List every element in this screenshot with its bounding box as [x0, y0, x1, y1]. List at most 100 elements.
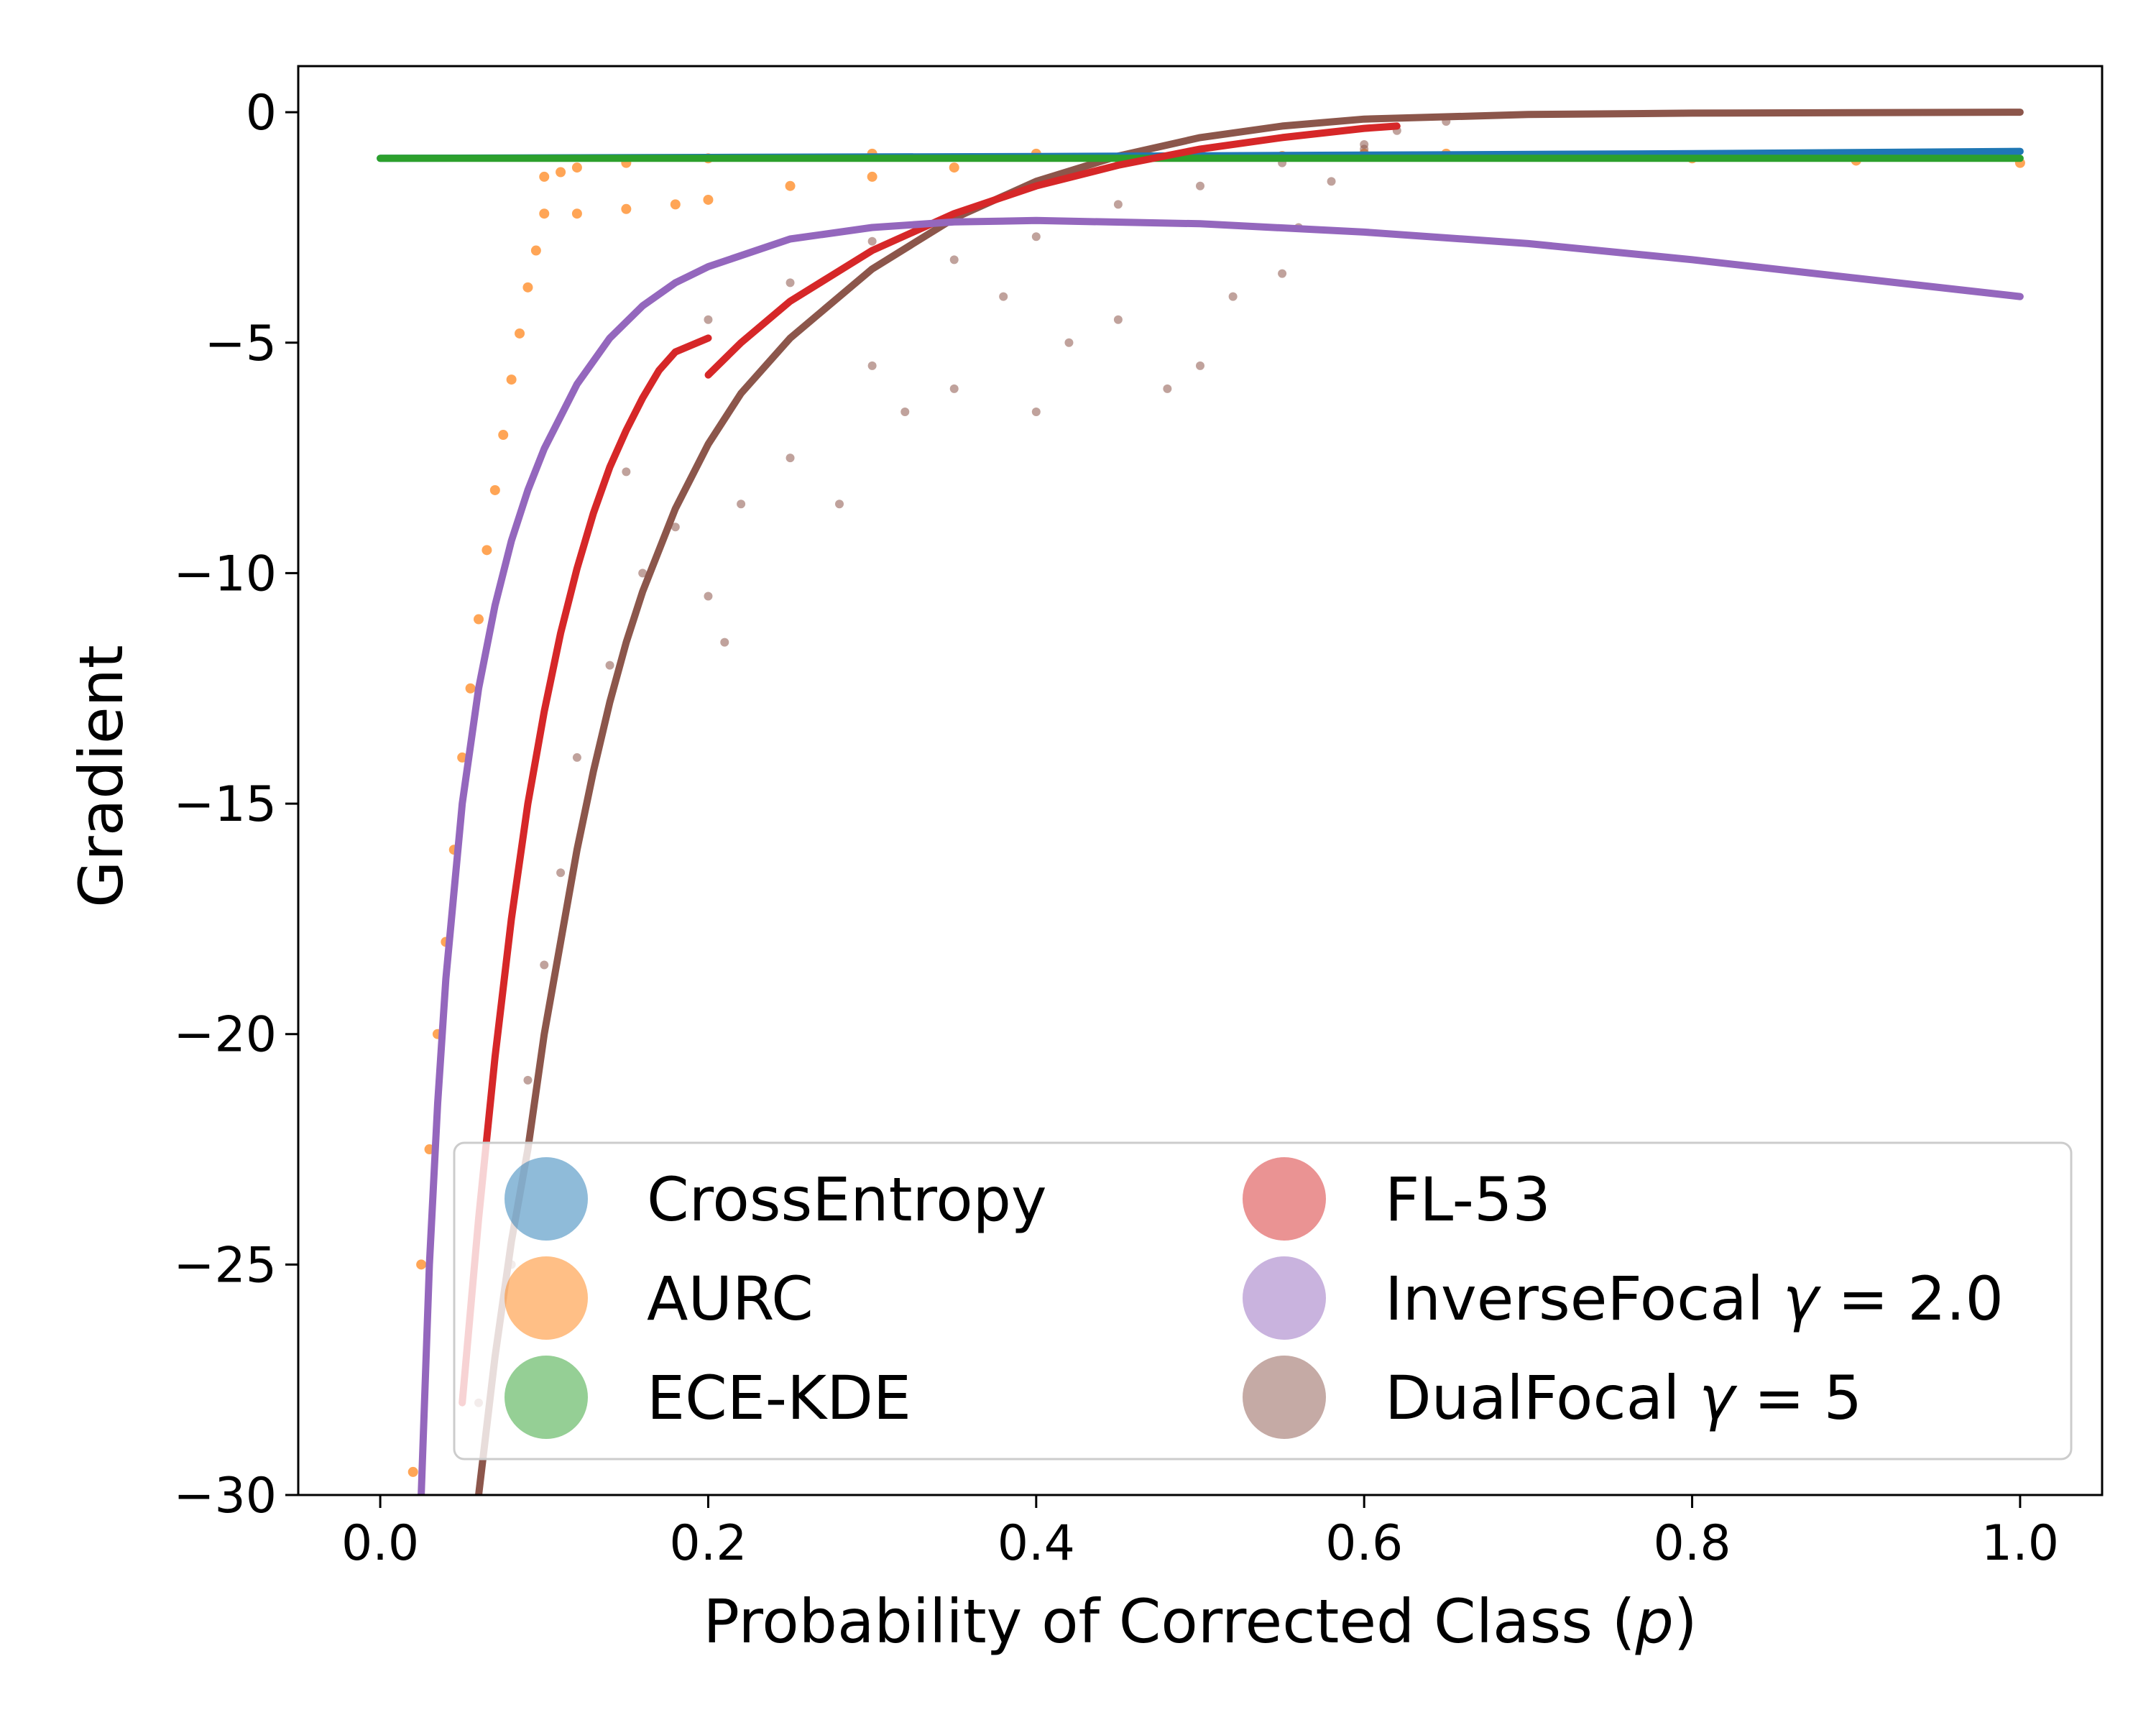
- legend-item-dualfocal-5: DualFocal γ = 5: [1243, 1356, 1862, 1439]
- data-point: [1113, 315, 1123, 324]
- x-tick-label: 0.2: [669, 1515, 747, 1572]
- data-point: [949, 162, 959, 173]
- x-tick-label: 0.0: [341, 1515, 419, 1572]
- data-point: [703, 194, 714, 205]
- data-point: [786, 278, 795, 288]
- data-point: [605, 661, 614, 670]
- data-point: [523, 1075, 533, 1085]
- x-tick-label: 0.4: [998, 1515, 1075, 1572]
- legend-label-text: AURC: [647, 1264, 814, 1334]
- legend-item-fl-53: FL-53: [1243, 1157, 1551, 1241]
- data-point: [489, 484, 500, 495]
- plot-frame: [297, 65, 2104, 1496]
- data-point: [737, 500, 746, 509]
- series-line: [459, 334, 712, 1407]
- data-point: [556, 167, 566, 178]
- data-point: [704, 592, 713, 601]
- legend-label: InverseFocal γ = 2.0: [1385, 1264, 2004, 1334]
- data-point: [1113, 200, 1123, 209]
- data-point: [1327, 177, 1336, 186]
- legend-label-text: ECE-KDE: [647, 1363, 911, 1433]
- data-point: [670, 199, 681, 210]
- data-point: [720, 638, 729, 647]
- series-line: [475, 109, 2024, 1495]
- data-point: [949, 255, 959, 264]
- legend-item-ece-kde: ECE-KDE: [505, 1356, 911, 1439]
- data-point: [867, 361, 877, 370]
- data-point: [671, 523, 680, 532]
- data-point: [498, 430, 509, 441]
- y-axis: 0 −5 −10 −15 −20 −25 −30: [173, 85, 298, 1524]
- data-point: [1064, 338, 1074, 347]
- data-point: [786, 454, 795, 463]
- data-point: [465, 683, 476, 694]
- legend-swatch: [1243, 1356, 1326, 1439]
- x-axis-title: Probability of Corrected Class (p): [703, 1586, 1697, 1657]
- data-point: [638, 569, 648, 578]
- data-point: [515, 328, 525, 339]
- data-point: [1196, 181, 1204, 190]
- x-tick-label: 1.0: [1981, 1515, 2059, 1572]
- legend-label-text: InverseFocal: [1385, 1264, 1764, 1334]
- data-point: [1196, 361, 1204, 370]
- data-point: [482, 545, 492, 556]
- data-point: [474, 614, 484, 625]
- x-axis: 0.0 0.2 0.4 0.6 0.8 1.0: [341, 1495, 2059, 1572]
- data-point: [622, 467, 631, 477]
- data-point: [457, 752, 468, 763]
- data-point: [571, 208, 582, 219]
- data-point: [867, 236, 877, 246]
- data-point: [835, 500, 844, 509]
- legend-label: FL-53: [1385, 1164, 1551, 1235]
- data-point: [540, 960, 549, 970]
- legend-label: CrossEntropy: [647, 1164, 1047, 1235]
- data-point: [416, 1259, 427, 1270]
- legend-label-text: DualFocal: [1385, 1363, 1680, 1433]
- x-tick-label: 0.8: [1653, 1515, 1731, 1572]
- y-tick-label: −20: [173, 1007, 277, 1064]
- data-point: [1031, 407, 1041, 416]
- legend-label: ECE-KDE: [647, 1363, 911, 1433]
- legend-label: DualFocal γ = 5: [1385, 1363, 1862, 1433]
- data-point: [867, 171, 877, 182]
- legend-label-text: FL-53: [1385, 1164, 1551, 1235]
- data-point: [522, 282, 533, 293]
- data-point: [1163, 384, 1172, 393]
- data-point: [556, 868, 566, 878]
- series-inversefocal-2-0: [418, 216, 2024, 1495]
- series-line: [704, 122, 1401, 379]
- legend-swatch: [1243, 1256, 1326, 1340]
- legend-label: AURC: [647, 1264, 814, 1334]
- legend-swatch: [505, 1256, 588, 1340]
- legend-item-inversefocal-2-0: InverseFocal γ = 2.0: [1243, 1256, 2004, 1340]
- plot-series-layer: [377, 109, 2025, 1495]
- legend: CrossEntropy AURC ECE-KDE FL-53 InverseFocal…: [453, 1141, 2073, 1460]
- data-point: [900, 407, 910, 416]
- legend-swatch: [505, 1356, 588, 1439]
- data-point: [539, 208, 550, 219]
- data-point: [506, 374, 517, 385]
- legend-item-crossentropy: CrossEntropy: [505, 1157, 1047, 1241]
- data-point: [621, 203, 632, 214]
- data-point: [785, 180, 796, 191]
- data-point: [1360, 140, 1369, 150]
- x-tick-label: 0.6: [1325, 1515, 1403, 1572]
- y-tick-label: −15: [173, 776, 277, 833]
- y-tick-label: −30: [173, 1468, 277, 1524]
- y-tick-label: −5: [205, 316, 277, 372]
- data-point: [539, 171, 550, 182]
- data-point: [1228, 292, 1238, 301]
- data-point: [999, 292, 1008, 301]
- legend-label-text: CrossEntropy: [647, 1164, 1047, 1235]
- data-point: [407, 1466, 418, 1477]
- legend-swatch: [505, 1157, 588, 1241]
- data-point: [1031, 232, 1041, 242]
- series-dualfocal-5: [474, 109, 2024, 1495]
- legend-item-aurc: AURC: [505, 1256, 814, 1340]
- series-fl-53: [459, 122, 1401, 1407]
- series-line: [418, 216, 2024, 1495]
- legend-swatch: [1243, 1157, 1326, 1241]
- y-tick-label: 0: [246, 85, 277, 142]
